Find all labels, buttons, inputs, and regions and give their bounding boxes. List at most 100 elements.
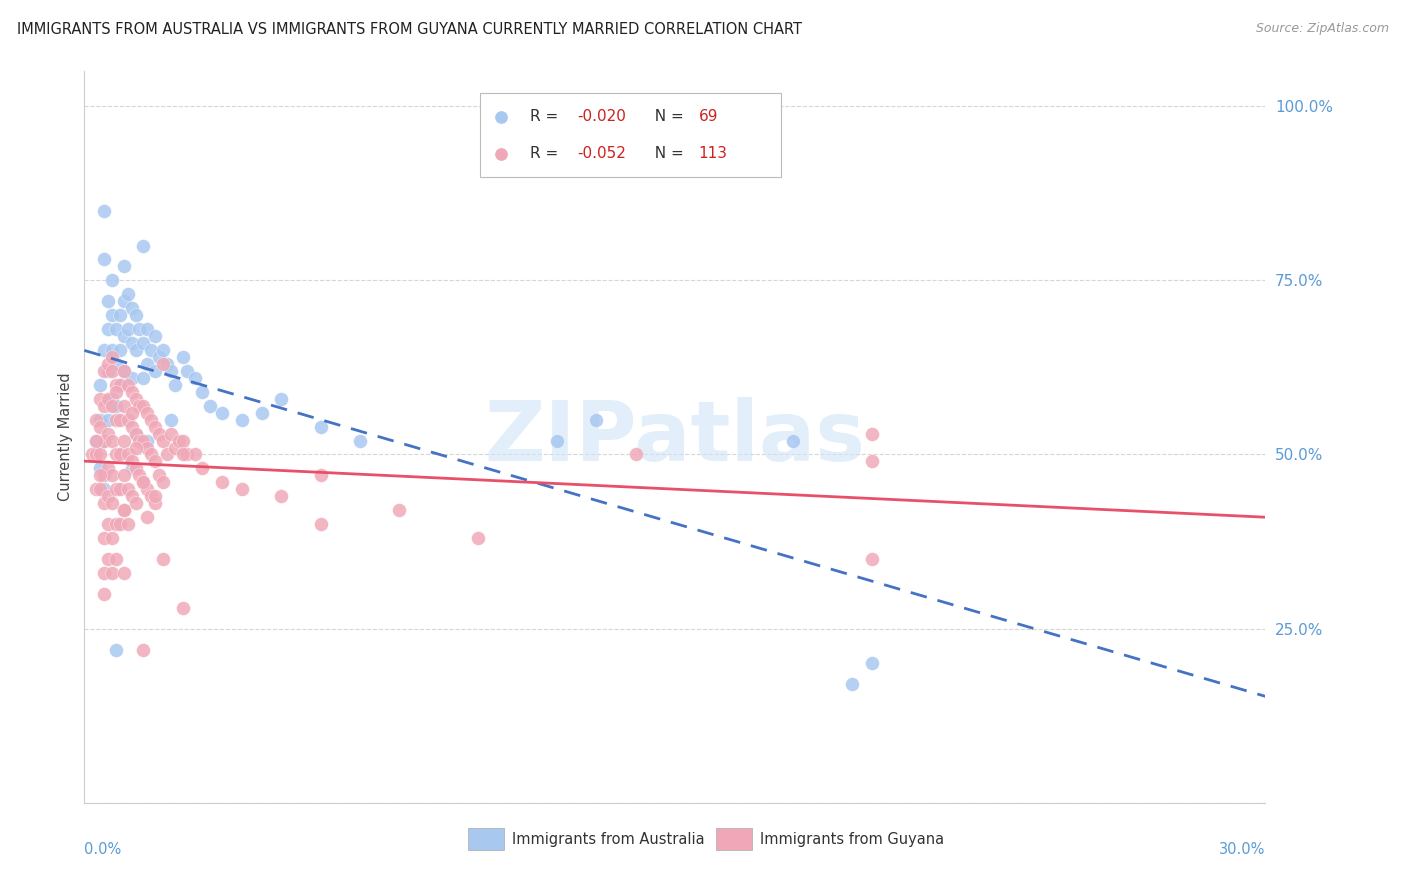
Point — [211, 406, 233, 420]
Point — [309, 517, 332, 532]
Point — [117, 287, 139, 301]
Point — [585, 412, 607, 426]
Text: Immigrants from Guyana: Immigrants from Guyana — [759, 832, 943, 847]
Point — [624, 448, 647, 462]
Point — [97, 364, 120, 378]
Point — [93, 343, 115, 357]
Point — [121, 419, 143, 434]
Point — [136, 322, 159, 336]
Point — [104, 357, 127, 371]
Point — [112, 434, 135, 448]
Point — [97, 461, 120, 475]
Point — [270, 489, 292, 503]
Point — [117, 412, 139, 426]
Point — [101, 399, 124, 413]
Point — [546, 434, 568, 448]
Point — [172, 350, 194, 364]
Point — [108, 308, 131, 322]
Point — [124, 441, 146, 455]
Point — [84, 483, 107, 497]
Point — [104, 384, 127, 399]
Point — [93, 252, 115, 267]
Text: IMMIGRANTS FROM AUSTRALIA VS IMMIGRANTS FROM GUYANA CURRENTLY MARRIED CORRELATIO: IMMIGRANTS FROM AUSTRALIA VS IMMIGRANTS … — [17, 22, 801, 37]
Point — [97, 322, 120, 336]
Point — [124, 343, 146, 357]
Point — [132, 371, 155, 385]
Point — [349, 434, 371, 448]
Text: -0.020: -0.020 — [576, 110, 626, 124]
Point — [860, 454, 883, 468]
Point — [84, 448, 107, 462]
Point — [97, 412, 120, 426]
Point — [82, 448, 104, 462]
Point — [121, 461, 143, 475]
Point — [121, 454, 143, 468]
Point — [172, 448, 194, 462]
Point — [128, 468, 150, 483]
Point — [152, 434, 174, 448]
Point — [176, 364, 198, 378]
Point — [117, 483, 139, 497]
Point — [108, 377, 131, 392]
Point — [141, 343, 163, 357]
Point — [101, 350, 124, 364]
Point — [89, 461, 111, 475]
Point — [309, 419, 332, 434]
Point — [108, 448, 131, 462]
Point — [124, 426, 146, 441]
Point — [132, 475, 155, 490]
Point — [152, 552, 174, 566]
Point — [141, 412, 163, 426]
Text: R =: R = — [530, 146, 562, 161]
Point — [97, 552, 120, 566]
Point — [200, 399, 222, 413]
Point — [89, 448, 111, 462]
Point — [93, 203, 115, 218]
Point — [211, 475, 233, 490]
Point — [143, 364, 166, 378]
Point — [156, 357, 179, 371]
Point — [101, 392, 124, 406]
Point — [121, 384, 143, 399]
Point — [160, 364, 183, 378]
Point — [104, 483, 127, 497]
Point — [136, 510, 159, 524]
Point — [121, 371, 143, 385]
Point — [128, 434, 150, 448]
Point — [152, 357, 174, 371]
Point — [467, 531, 489, 545]
Point — [124, 392, 146, 406]
Point — [250, 406, 273, 420]
Point — [148, 350, 170, 364]
Point — [191, 461, 214, 475]
Point — [388, 503, 411, 517]
Text: 69: 69 — [699, 110, 718, 124]
Point — [136, 406, 159, 420]
Point — [132, 434, 155, 448]
Point — [163, 441, 186, 455]
Point — [167, 434, 190, 448]
Point — [841, 677, 863, 691]
Point — [112, 468, 135, 483]
Point — [104, 448, 127, 462]
Point — [93, 496, 115, 510]
Point — [112, 364, 135, 378]
Point — [152, 343, 174, 357]
Point — [93, 434, 115, 448]
Point — [97, 357, 120, 371]
Point — [112, 294, 135, 309]
Point — [89, 412, 111, 426]
Point — [97, 392, 120, 406]
Point — [89, 419, 111, 434]
Point — [143, 419, 166, 434]
Point — [183, 448, 205, 462]
Point — [93, 566, 115, 580]
Point — [124, 496, 146, 510]
Point — [93, 531, 115, 545]
Text: N =: N = — [645, 110, 689, 124]
Point — [176, 448, 198, 462]
Point — [136, 357, 159, 371]
Point — [108, 377, 131, 392]
Point — [163, 377, 186, 392]
Point — [101, 273, 124, 287]
